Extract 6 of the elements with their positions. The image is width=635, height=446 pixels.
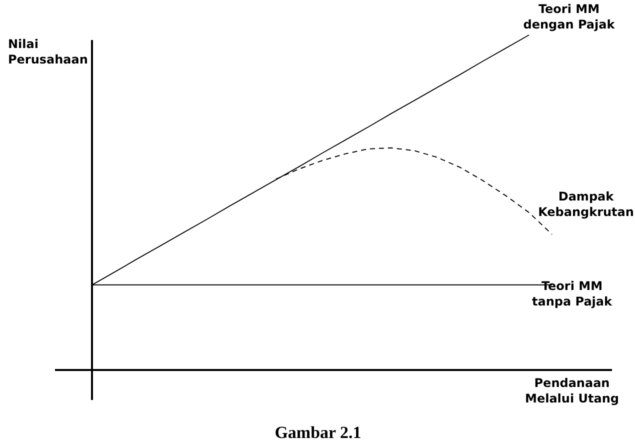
series-label: Teori MM tanpa Pajak — [532, 278, 614, 309]
series-label: Teori MM dengan Pajak — [523, 2, 616, 32]
text: Gambar 2.1 — [274, 423, 362, 442]
y-axis-title: Nilai Perusahaan — [8, 37, 88, 67]
series-label: Dampak Kebangkrutan — [538, 189, 634, 219]
x-axis-title: Pendanaan Melalui Utang — [525, 376, 619, 406]
